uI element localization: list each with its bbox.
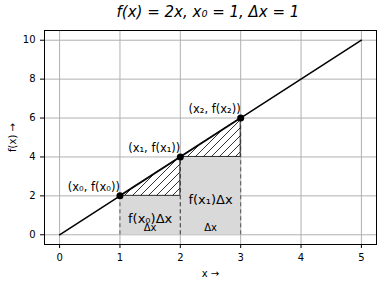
svg-text:Δx: Δx xyxy=(144,222,157,233)
svg-text:4: 4 xyxy=(298,252,304,263)
svg-text:0: 0 xyxy=(29,229,35,240)
svg-text:Δx: Δx xyxy=(204,222,217,233)
svg-text:0: 0 xyxy=(56,252,62,263)
svg-text:(x₂, f(x₂)): (x₂, f(x₂)) xyxy=(189,102,241,116)
svg-text:2: 2 xyxy=(177,252,183,263)
svg-text:(x₀, f(x₀)): (x₀, f(x₀)) xyxy=(68,180,120,194)
svg-text:5: 5 xyxy=(358,252,364,263)
svg-text:3: 3 xyxy=(237,252,243,263)
svg-text:f(x) →: f(x) → xyxy=(7,123,18,152)
svg-text:f(x₁)Δx: f(x₁)Δx xyxy=(188,192,233,207)
svg-text:(x₁, f(x₁)): (x₁, f(x₁)) xyxy=(128,141,180,155)
svg-text:x →: x → xyxy=(202,268,219,279)
svg-text:2: 2 xyxy=(29,190,35,201)
svg-text:f(x₀)Δx: f(x₀)Δx xyxy=(128,211,173,227)
svg-text:8: 8 xyxy=(29,73,35,84)
svg-text:1: 1 xyxy=(117,252,123,263)
html-text:f(x) = 2x, x₀ = 1, Δx = 1: f(x) = 2x, x₀ = 1, Δx = 1 xyxy=(116,3,300,21)
svg-text:4: 4 xyxy=(29,151,35,162)
svg-text:10: 10 xyxy=(23,34,36,45)
svg-text:6: 6 xyxy=(29,112,35,123)
